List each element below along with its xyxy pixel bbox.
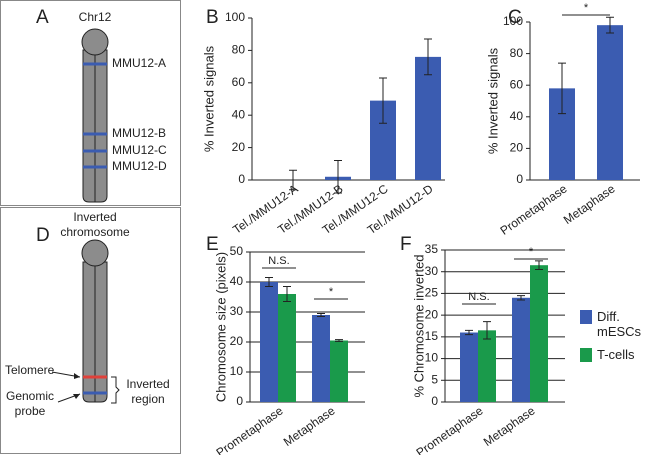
y-tick-label: 100 — [503, 14, 523, 28]
y-axis-label: % Inverted signals — [201, 45, 216, 152]
error-bar — [289, 169, 297, 191]
y-tick-label: 60 — [232, 75, 246, 89]
bar — [478, 330, 496, 402]
y-tick-label: 20 — [510, 141, 524, 155]
bar — [278, 294, 296, 402]
x-tick-label: Prometaphase — [414, 403, 486, 455]
band-label: MMU12-B — [112, 126, 166, 140]
x-tick-label: Prometaphase — [214, 403, 286, 455]
telomere-label: Telomere — [5, 363, 55, 377]
y-tick-label: 20 — [232, 140, 246, 154]
y-axis-label: Chromosome size (pixels) — [213, 252, 228, 402]
y-tick-label: 30 — [230, 304, 244, 318]
probe-label: Genomic — [6, 389, 54, 403]
significance-label: * — [329, 286, 334, 298]
legend-label: T-cells — [597, 347, 635, 362]
significance-label: * — [584, 2, 589, 14]
bar — [415, 56, 441, 180]
y-tick-label: 60 — [510, 77, 524, 91]
chromosome-title: Chr12 — [79, 10, 112, 24]
bar — [512, 297, 530, 402]
y-tick-label: 20 — [230, 334, 244, 348]
bar — [330, 340, 348, 402]
error-bar — [317, 313, 325, 317]
error-bar — [517, 295, 525, 301]
legend-swatch — [580, 310, 592, 324]
significance-label: N.S. — [268, 255, 289, 267]
x-tick-label: Metaphase — [281, 403, 338, 449]
error-bar — [465, 329, 473, 336]
y-tick-label: 0 — [516, 172, 523, 186]
chromosome-d — [51, 239, 120, 404]
y-tick-label: 10 — [230, 364, 244, 378]
x-tick-label: Metaphase — [481, 403, 538, 449]
error-bar — [424, 38, 432, 76]
y-tick-label: 80 — [510, 46, 524, 60]
significance-label: N.S. — [468, 291, 489, 303]
diagram-title: Inverted — [73, 210, 116, 224]
panel-a-frame — [0, 0, 181, 206]
band-label: MMU12-D — [112, 159, 167, 173]
y-tick-label: 30 — [425, 264, 439, 278]
error-bar — [379, 77, 387, 124]
y-tick-label: 25 — [425, 286, 439, 300]
panel-d-frame — [0, 207, 181, 454]
bar — [530, 265, 548, 402]
y-tick-label: 80 — [232, 43, 246, 57]
y-tick-label: 0 — [236, 394, 243, 408]
y-tick-label: 10 — [425, 351, 439, 365]
y-tick-label: 15 — [425, 329, 439, 343]
y-tick-label: 40 — [230, 274, 244, 288]
bar — [460, 332, 478, 402]
error-bar — [558, 62, 566, 115]
y-tick-label: 50 — [230, 244, 244, 258]
y-tick-label: 0 — [431, 394, 438, 408]
bar — [312, 315, 330, 402]
error-bar — [535, 260, 543, 271]
panel-letter: B — [206, 7, 219, 28]
error-bar — [335, 339, 343, 342]
legend-label: Diff. mESCs — [597, 309, 642, 339]
y-axis-label: % Inverted signals — [485, 47, 500, 154]
error-bar — [334, 160, 342, 194]
error-bar — [606, 16, 614, 34]
y-tick-label: 40 — [510, 109, 524, 123]
error-bar — [283, 286, 291, 302]
y-tick-label: 40 — [232, 107, 246, 121]
band-label: MMU12-A — [112, 56, 166, 70]
y-tick-label: 5 — [431, 372, 438, 386]
x-tick-label: Metaphase — [561, 181, 618, 227]
region-label: Inverted — [126, 377, 169, 391]
band-label: MMU12-C — [112, 143, 167, 157]
error-bar — [265, 277, 273, 287]
chromosome-a — [81, 28, 109, 203]
region-label: region — [131, 392, 164, 406]
y-axis-label: % Chromosome inverted — [411, 254, 426, 397]
significance-label: * — [529, 246, 534, 258]
panel-letter: C — [508, 7, 522, 28]
y-tick-label: 20 — [425, 307, 439, 321]
y-tick-label: 35 — [425, 242, 439, 256]
x-tick-label: Prometaphase — [498, 181, 570, 237]
diagram-title: chromosome — [60, 225, 130, 239]
bar — [597, 25, 623, 180]
error-bar — [483, 321, 491, 340]
legend-swatch — [580, 348, 592, 362]
y-tick-label: 0 — [238, 172, 245, 186]
panel-letter: A — [36, 7, 49, 28]
panel-letter: D — [36, 225, 50, 246]
y-tick-label: 100 — [225, 10, 245, 24]
bar — [260, 282, 278, 402]
probe-label: probe — [15, 404, 46, 418]
panel-letter: E — [206, 234, 219, 255]
panel-letter: F — [400, 234, 412, 255]
